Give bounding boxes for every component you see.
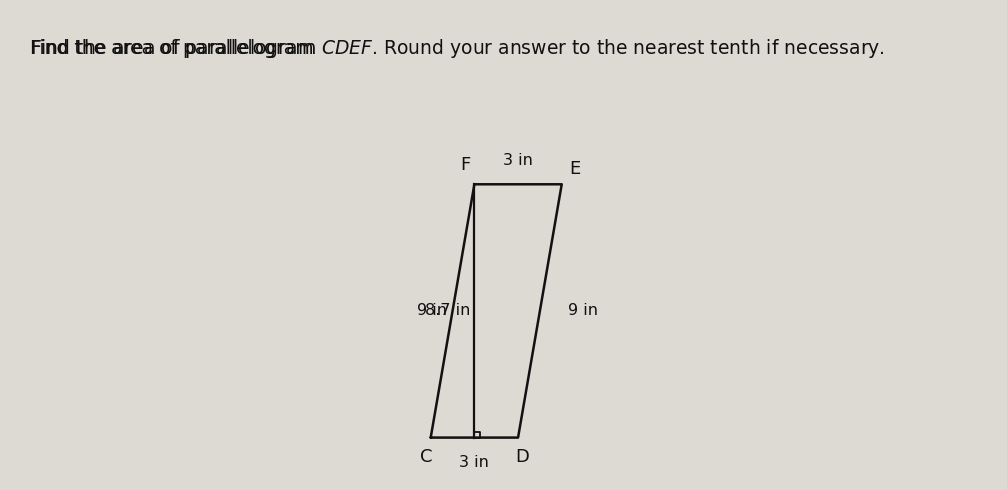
Text: D: D bbox=[516, 448, 530, 466]
Text: 9 in: 9 in bbox=[568, 303, 597, 318]
Text: Find the area of parallelogram: Find the area of parallelogram bbox=[30, 39, 320, 58]
Text: Find the area of parallelogram $\mathit{CDEF}$. Round your answer to the nearest: Find the area of parallelogram $\mathit{… bbox=[30, 37, 885, 60]
Text: E: E bbox=[569, 160, 580, 178]
Text: 3 in: 3 in bbox=[459, 455, 489, 470]
Text: 3 in: 3 in bbox=[504, 153, 533, 168]
Text: 9 in: 9 in bbox=[417, 303, 447, 318]
Text: 8.7 in: 8.7 in bbox=[425, 303, 470, 318]
Text: F: F bbox=[460, 156, 470, 174]
Text: C: C bbox=[420, 448, 433, 466]
